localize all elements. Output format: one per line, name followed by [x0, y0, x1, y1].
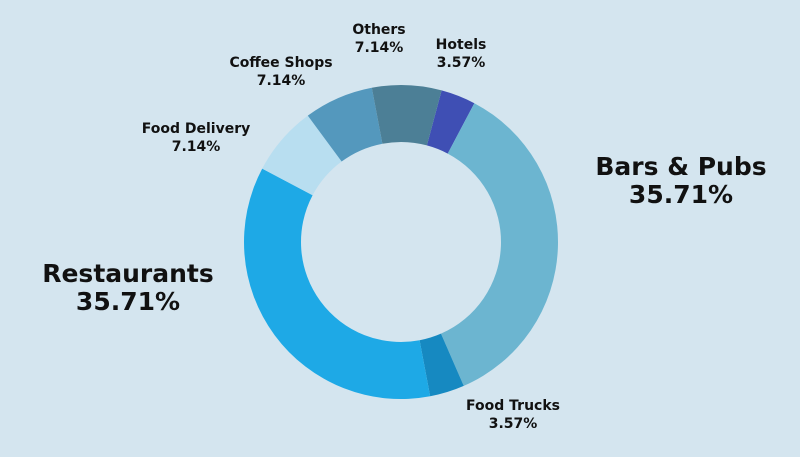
label-restaurants-name: Restaurants [42, 259, 214, 288]
label-food-delivery: Food Delivery 7.14% [142, 121, 251, 156]
label-others: Others 7.14% [352, 22, 405, 57]
label-bars-pubs-name: Bars & Pubs [595, 152, 767, 181]
label-bars-pubs-pct: 35.71% [628, 180, 734, 209]
label-food-trucks: Food Trucks 3.57% [466, 398, 560, 433]
label-food-trucks-pct: 3.57% [488, 415, 538, 432]
slice-food-delivery [262, 115, 342, 196]
slice-bars-pubs [440, 103, 558, 386]
label-others-pct: 7.14% [354, 39, 404, 56]
donut-slices [243, 84, 558, 399]
label-food-trucks-name: Food Trucks [466, 398, 560, 414]
slice-restaurants [243, 168, 431, 399]
label-others-name: Others [352, 22, 406, 38]
label-coffee-shops: Coffee Shops 7.14% [229, 55, 332, 90]
label-coffee-shops-name: Coffee Shops [229, 55, 333, 71]
label-restaurants-pct: 35.71% [75, 287, 181, 316]
label-hotels-name: Hotels [435, 37, 487, 53]
label-bars-pubs: Bars & Pubs 35.71% [595, 153, 766, 209]
label-hotels-pct: 3.57% [436, 54, 486, 71]
slice-coffee-shops [307, 87, 383, 162]
label-food-delivery-name: Food Delivery [141, 121, 251, 137]
label-restaurants: Restaurants 35.71% [42, 260, 214, 316]
label-hotels: Hotels 3.57% [436, 37, 487, 72]
label-coffee-shops-pct: 7.14% [256, 72, 306, 89]
label-food-delivery-pct: 7.14% [171, 138, 221, 155]
slice-hotels [426, 90, 475, 154]
slice-food-trucks [419, 333, 464, 397]
slice-others [371, 84, 442, 146]
